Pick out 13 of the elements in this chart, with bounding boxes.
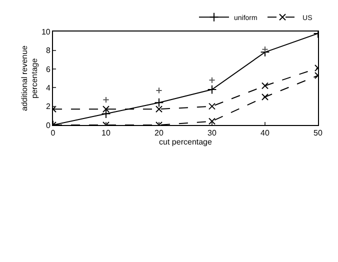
- y-axis-title: additional revenue percentage: [20, 45, 40, 112]
- y-tick-label: 8: [46, 46, 51, 56]
- x-tick-label: 10: [102, 128, 111, 138]
- x-tick-label: 50: [314, 128, 323, 138]
- y-tick-label: 10: [41, 27, 51, 36]
- y-tick-label: 0: [46, 120, 51, 130]
- y-tick-label: 2: [46, 102, 51, 112]
- x-tick-label: 20: [154, 128, 164, 138]
- y-tick-label: 4: [46, 83, 51, 92]
- x-axis-title: cut percentage: [159, 138, 213, 147]
- x-tick-label: 30: [208, 128, 217, 138]
- y-tick-label: 6: [46, 64, 51, 74]
- x-tick-label: 40: [260, 128, 270, 138]
